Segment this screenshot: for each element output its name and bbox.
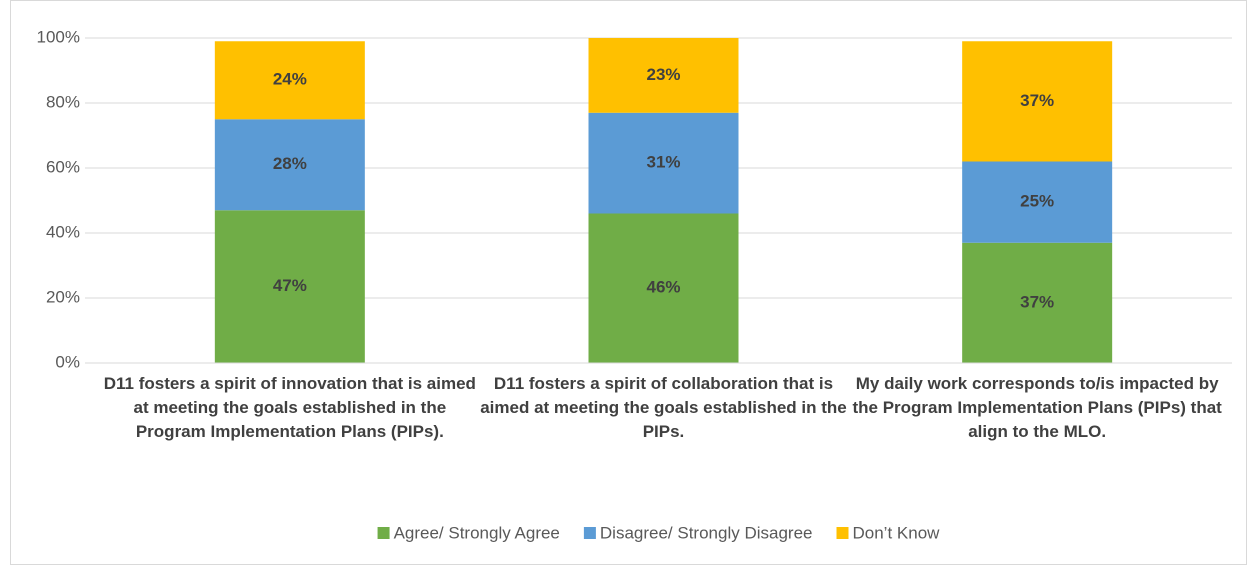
x-tick-label-box: D11 fosters a spirit of collaboration th… — [480, 374, 847, 441]
x-tick-label: My daily work corresponds to/is impacted… — [852, 374, 1222, 441]
y-tick-label: 40% — [46, 222, 80, 241]
data-label: 24% — [273, 70, 307, 89]
data-label: 25% — [1020, 192, 1054, 211]
bar-segment — [588, 112, 739, 214]
y-tick-label: 100% — [37, 27, 80, 46]
bar-segment — [962, 161, 1113, 243]
bar-segment — [214, 210, 365, 363]
bar-segment — [962, 41, 1113, 162]
y-tick-label: 60% — [46, 157, 80, 176]
bar-segment — [214, 119, 365, 211]
data-label: 46% — [646, 278, 680, 297]
data-label: 31% — [646, 153, 680, 172]
data-label: 28% — [273, 154, 307, 173]
data-label: 37% — [1020, 292, 1054, 311]
x-tick-label-box: My daily work corresponds to/is impacted… — [852, 374, 1222, 441]
bar-segment — [214, 41, 365, 120]
data-label: 23% — [646, 65, 680, 84]
bar-segment — [962, 242, 1113, 363]
x-tick-label-box: D11 fosters a spirit of innovation that … — [103, 374, 476, 441]
legend-label: Don’t Know — [853, 523, 941, 542]
legend-label: Agree/ Strongly Agree — [394, 523, 560, 542]
legend: Agree/ Strongly Agree Disagree/ Strongly … — [377, 523, 941, 542]
x-tick-label: D11 fosters a spirit of innovation that … — [103, 374, 476, 441]
bar-segment — [588, 38, 739, 113]
legend-swatch — [583, 527, 596, 539]
data-label: 47% — [273, 276, 307, 295]
y-tick-label: 0% — [55, 352, 80, 371]
legend-swatch — [836, 527, 849, 539]
legend-swatch — [377, 527, 390, 539]
y-tick-label: 80% — [46, 92, 80, 111]
legend-label: Disagree/ Strongly Disagree — [600, 523, 813, 542]
x-tick-label: D11 fosters a spirit of collaboration th… — [480, 374, 847, 441]
y-tick-label: 20% — [46, 287, 80, 306]
data-label: 37% — [1020, 91, 1054, 110]
bar-segment — [588, 213, 739, 363]
